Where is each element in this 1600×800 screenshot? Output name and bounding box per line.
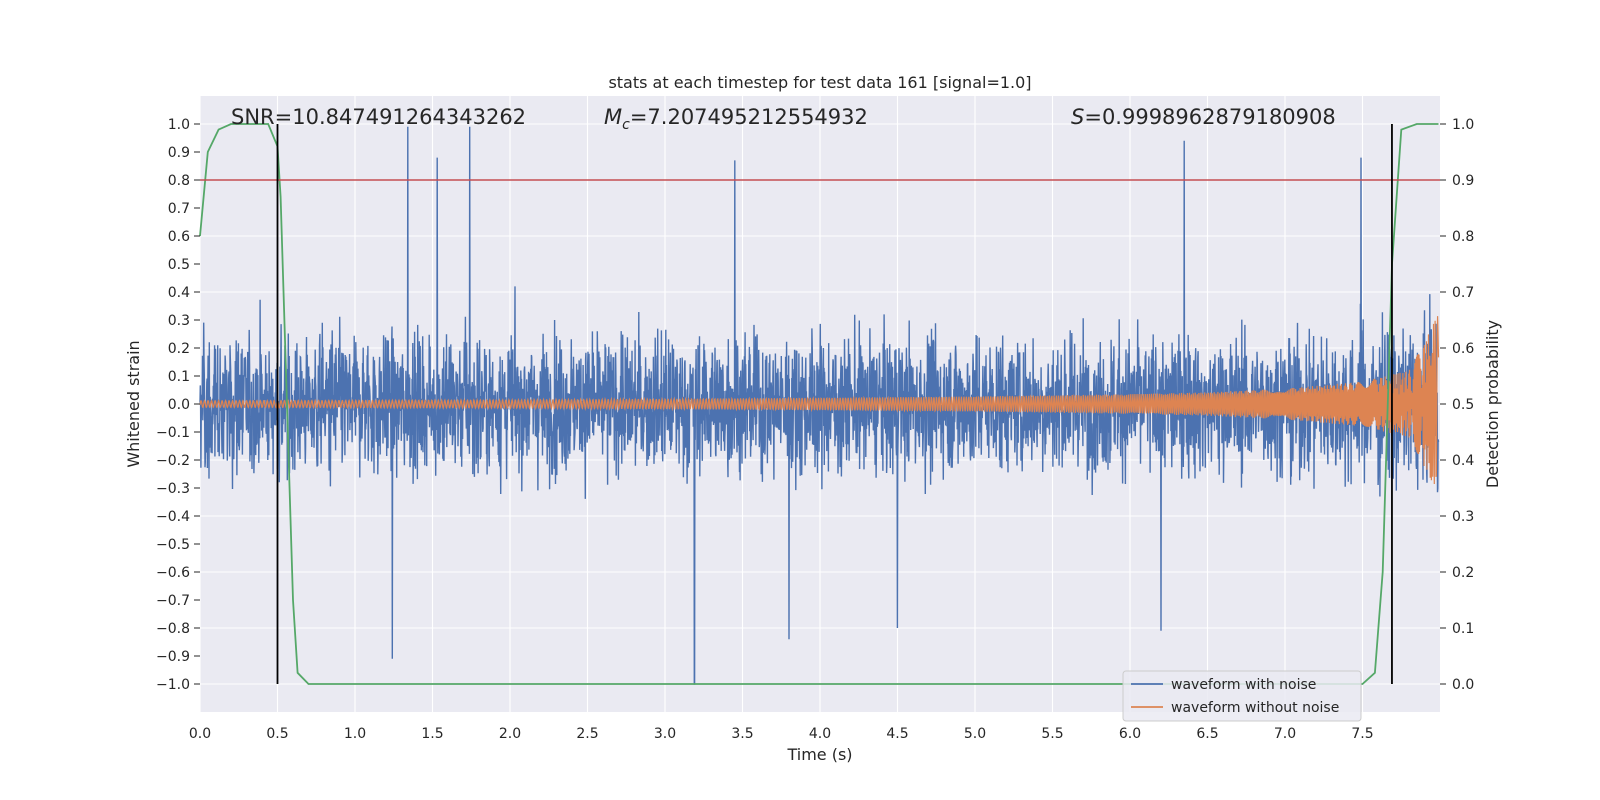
series-waveform-without-noise (199, 316, 1440, 485)
y-axis-right-ticks: 1.0 0.9 0.8 0.7 0.6 0.5 0.4 0.3 0.2 0.1 0.0 (1440, 117, 1474, 693)
line-waveform-without-noise (199, 316, 1440, 485)
annotation-chirp-mass: Mc=7.207495212554932 (604, 105, 868, 133)
x-tick-label: 0.0 (189, 726, 211, 742)
y-tick-label: 0.9 (168, 145, 190, 161)
annotation-chirp-mass-subscript: c (622, 117, 630, 133)
y-right-tick-label: 0.0 (1452, 677, 1474, 693)
y-tick-label: 0.3 (168, 313, 190, 329)
annotation-statistic-symbol: S (1071, 105, 1084, 129)
x-tick-label: 7.0 (1274, 726, 1296, 742)
x-tick-label: 4.0 (809, 726, 831, 742)
x-tick-label: 7.5 (1351, 726, 1373, 742)
y-tick-label: −1.0 (156, 677, 190, 693)
x-tick-label: 3.5 (731, 726, 753, 742)
y-tick-label: 1.0 (168, 117, 190, 133)
x-tick-label: 0.5 (266, 726, 288, 742)
reference-lines (200, 124, 1440, 684)
legend-label-noise: waveform with noise (1171, 677, 1316, 693)
series-detection-probability (199, 123, 1439, 685)
y-tick-label: −0.5 (156, 537, 190, 553)
y-tick-label: 0.2 (168, 341, 190, 357)
x-tick-label: 6.5 (1196, 726, 1218, 742)
annotation-chirp-mass-value: =7.207495212554932 (630, 105, 868, 129)
y-tick-label: 0.6 (168, 229, 190, 245)
chart-title: stats at each timestep for test data 161… (608, 73, 1031, 92)
legend-box (1122, 670, 1362, 722)
y-right-tick-label: 0.4 (1452, 453, 1474, 469)
y-tick-label: 0.7 (168, 201, 190, 217)
y-tick-label: −0.9 (156, 649, 190, 665)
annotation-statistic-value: =0.9998962879180908 (1084, 105, 1335, 129)
y-tick-label: −0.3 (156, 481, 190, 497)
x-tick-label: 5.0 (964, 726, 986, 742)
legend-label-clean: waveform without noise (1171, 700, 1339, 716)
y-tick-label: 0.8 (168, 173, 190, 189)
y-right-tick-label: 0.8 (1452, 229, 1474, 245)
y-tick-label: −0.6 (156, 565, 190, 581)
y-right-tick-label: 0.1 (1452, 621, 1474, 637)
series-waveform-with-noise (199, 126, 1440, 685)
y-right-tick-label: 1.0 (1452, 117, 1474, 133)
x-tick-label: 1.5 (421, 726, 443, 742)
y-tick-label: −0.7 (156, 593, 190, 609)
y-axis-ticks: 1.0 0.9 0.8 0.7 0.6 0.5 0.4 0.3 0.2 0.1 0.0 −0.1 −0.… (156, 117, 200, 693)
y-tick-label: −0.1 (156, 425, 190, 441)
x-tick-label: 3.0 (654, 726, 676, 742)
x-tick-label: 1.0 (344, 726, 366, 742)
y-tick-label: 0.5 (168, 257, 190, 273)
line-detection-probability (199, 123, 1439, 685)
y-tick-label: −0.2 (156, 453, 190, 469)
x-axis-label: Time (s) (786, 745, 852, 764)
y-right-tick-label: 0.9 (1452, 173, 1474, 189)
x-tick-label: 5.5 (1041, 726, 1063, 742)
y-right-tick-label: 0.7 (1452, 285, 1474, 301)
y-tick-label: 0.4 (168, 285, 190, 301)
x-tick-label: 2.0 (499, 726, 521, 742)
x-axis-ticks: 0.0 0.5 1.0 1.5 2.0 2.5 3.0 3.5 4.0 4.5 5.0 5.5 6.0 6… (189, 726, 1374, 742)
y-tick-label: 0.1 (168, 369, 190, 385)
annotation-statistic: S=0.9998962879180908 (1071, 105, 1336, 129)
y-axis-label: Whitened strain (124, 340, 143, 467)
x-tick-label: 4.5 (886, 726, 908, 742)
y-tick-label: 0.0 (168, 397, 190, 413)
y-right-tick-label: 0.2 (1452, 565, 1474, 581)
y-axis-right-label: Detection probability (1483, 320, 1502, 488)
y-right-tick-label: 0.3 (1452, 509, 1474, 525)
annotation-chirp-mass-symbol: M (604, 105, 622, 129)
y-right-tick-label: 0.5 (1452, 397, 1474, 413)
annotation-snr: SNR=10.847491264343262 (231, 105, 526, 129)
legend: waveform with noise waveform without noi… (1122, 670, 1362, 722)
y-tick-label: −0.4 (156, 509, 190, 525)
x-tick-label: 6.0 (1119, 726, 1141, 742)
x-tick-label: 2.5 (576, 726, 598, 742)
y-tick-label: −0.8 (156, 621, 190, 637)
y-right-tick-label: 0.6 (1452, 341, 1474, 357)
line-waveform-with-noise (199, 126, 1440, 685)
